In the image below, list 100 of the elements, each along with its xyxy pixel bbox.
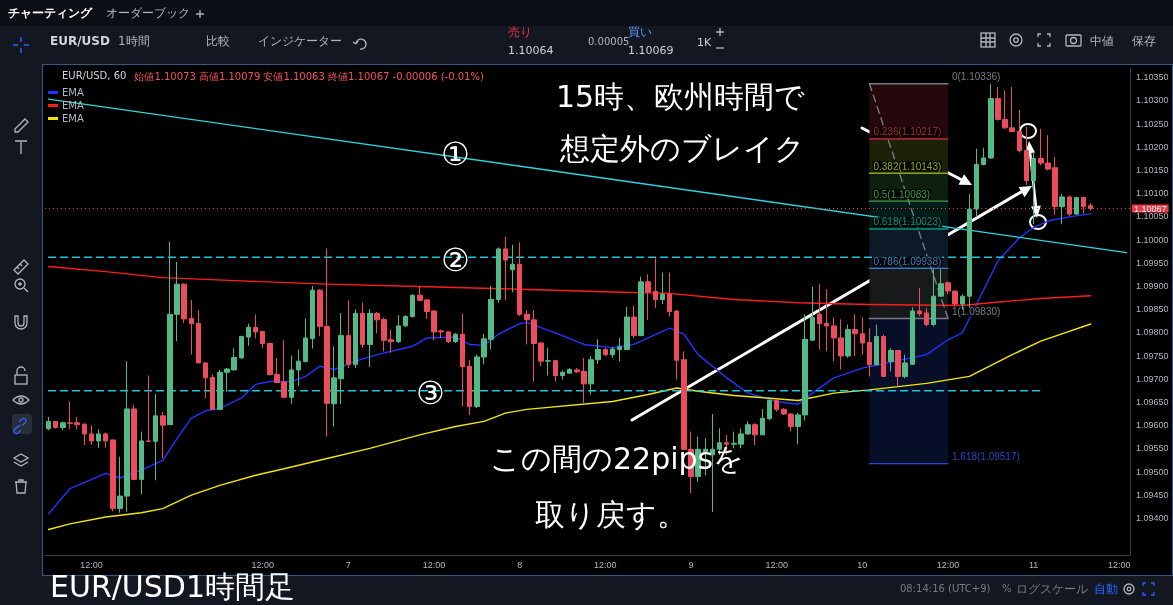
candlestick <box>110 439 116 512</box>
candlestick <box>752 422 758 446</box>
y-tick-label: 1.09950 <box>1136 257 1169 268</box>
annotation: 取り戻す。 <box>535 497 687 532</box>
candlestick <box>881 334 886 377</box>
text: % <box>1002 583 1012 594</box>
candlestick <box>1074 196 1079 216</box>
candlestick <box>824 288 829 352</box>
candlestick <box>867 327 872 377</box>
y-tick-label: 1.10300 <box>1136 95 1169 106</box>
x-tick-label: 11 <box>1028 559 1039 570</box>
candlestick <box>874 323 879 366</box>
candlestick <box>902 354 908 379</box>
candlestick <box>1081 196 1086 215</box>
candlestick <box>446 330 451 344</box>
text: ログスケール <box>1016 582 1088 596</box>
data-label: 0.382(1.10143) <box>873 160 942 172</box>
candlestick <box>981 147 986 166</box>
candlestick <box>924 307 929 327</box>
y-tick-label: 1.09900 <box>1136 280 1169 291</box>
candlestick <box>560 369 565 381</box>
y-tick-label: 1.09550 <box>1136 443 1169 454</box>
candlestick <box>931 268 936 327</box>
candlestick <box>710 413 715 513</box>
candlestick <box>667 272 672 318</box>
legend-label: EMA <box>62 100 84 111</box>
candlestick <box>860 317 865 356</box>
candlestick <box>610 346 615 359</box>
x-tick-label: 12:00 <box>765 559 788 570</box>
data-label: 1.618(1.09517) <box>951 451 1020 463</box>
ref-line-label: 1.10067 <box>1134 203 1167 214</box>
line-series <box>47 323 1092 531</box>
text: 中値 <box>1090 34 1114 48</box>
text: EUR/USD <box>50 34 110 48</box>
candlestick <box>810 286 815 342</box>
candlestick <box>403 314 408 328</box>
data-label: 0.5(1.10083) <box>873 188 931 200</box>
chart-subtitle: 始値1.10073 高値1.10079 安値1.10063 終値1.10067 -0.00006 (-0.01%) <box>134 70 484 84</box>
candlestick <box>46 416 51 431</box>
candlestick <box>96 428 101 449</box>
candlestick <box>760 408 765 436</box>
candlestick <box>89 424 94 446</box>
legend-label: EMA <box>62 87 84 98</box>
y-tick-label: 1.09450 <box>1136 489 1169 500</box>
y-tick-label: 1.09800 <box>1136 327 1169 338</box>
x-tick-label: 9 <box>688 559 694 570</box>
text: 1.10069 <box>628 44 674 57</box>
candlestick <box>53 420 58 429</box>
y-tick-label: 1.10150 <box>1136 165 1169 176</box>
y-tick-label: 1.10100 <box>1136 188 1169 199</box>
candlestick <box>974 148 979 218</box>
candlestick <box>503 236 508 301</box>
candlestick <box>1088 202 1093 211</box>
candlestick <box>453 332 458 344</box>
candlestick <box>131 404 137 481</box>
data-label: 0.786(1.09938) <box>873 255 942 267</box>
candlestick <box>653 257 658 309</box>
x-tick-label: 10 <box>857 559 868 570</box>
candlestick <box>631 305 637 339</box>
text: 1.10064 <box>508 44 554 57</box>
candlestick <box>296 349 301 387</box>
candlestick <box>967 193 972 309</box>
candlestick <box>139 431 144 495</box>
y-tick-label: 1.10050 <box>1136 211 1169 222</box>
candlestick <box>938 268 944 298</box>
text: 08:14:16 (UTC+9) <box>900 583 991 594</box>
candlestick <box>638 276 644 337</box>
text: 買い <box>628 25 652 39</box>
y-tick-label: 1.09500 <box>1136 466 1169 477</box>
candlestick <box>189 299 194 356</box>
text: オーダーブック <box>106 6 190 20</box>
candlestick <box>603 347 608 357</box>
candlestick <box>203 362 208 399</box>
x-tick-label: 12:00 <box>422 559 446 570</box>
candlestick <box>774 399 779 413</box>
x-tick-label: 12:00 <box>1108 559 1131 570</box>
legend-label: EMA <box>62 113 84 124</box>
candlestick <box>160 411 166 460</box>
candlestick <box>567 367 572 375</box>
candlestick <box>353 308 358 369</box>
y-tick-label: 1.09600 <box>1136 420 1169 431</box>
candlestick <box>196 309 201 364</box>
candlestick <box>845 323 851 359</box>
y-tick-label: 1.10000 <box>1136 234 1169 245</box>
candlestick <box>1024 126 1029 186</box>
candlestick <box>660 272 665 305</box>
candlestick <box>396 314 401 344</box>
text: チャーティング <box>8 6 92 20</box>
candlestick <box>153 393 158 481</box>
y-tick-label: 1.09700 <box>1136 373 1169 384</box>
candlestick <box>852 313 858 357</box>
data-label: 0.236(1.10217) <box>873 126 942 138</box>
x-tick-label: 8 <box>517 559 523 570</box>
candlestick <box>289 355 294 405</box>
candlestick <box>253 313 258 339</box>
text: インジケーター <box>258 34 342 48</box>
text: 売り <box>508 25 532 39</box>
text: 比較 <box>206 34 230 48</box>
candlestick <box>910 306 915 366</box>
candlestick <box>1059 193 1065 225</box>
